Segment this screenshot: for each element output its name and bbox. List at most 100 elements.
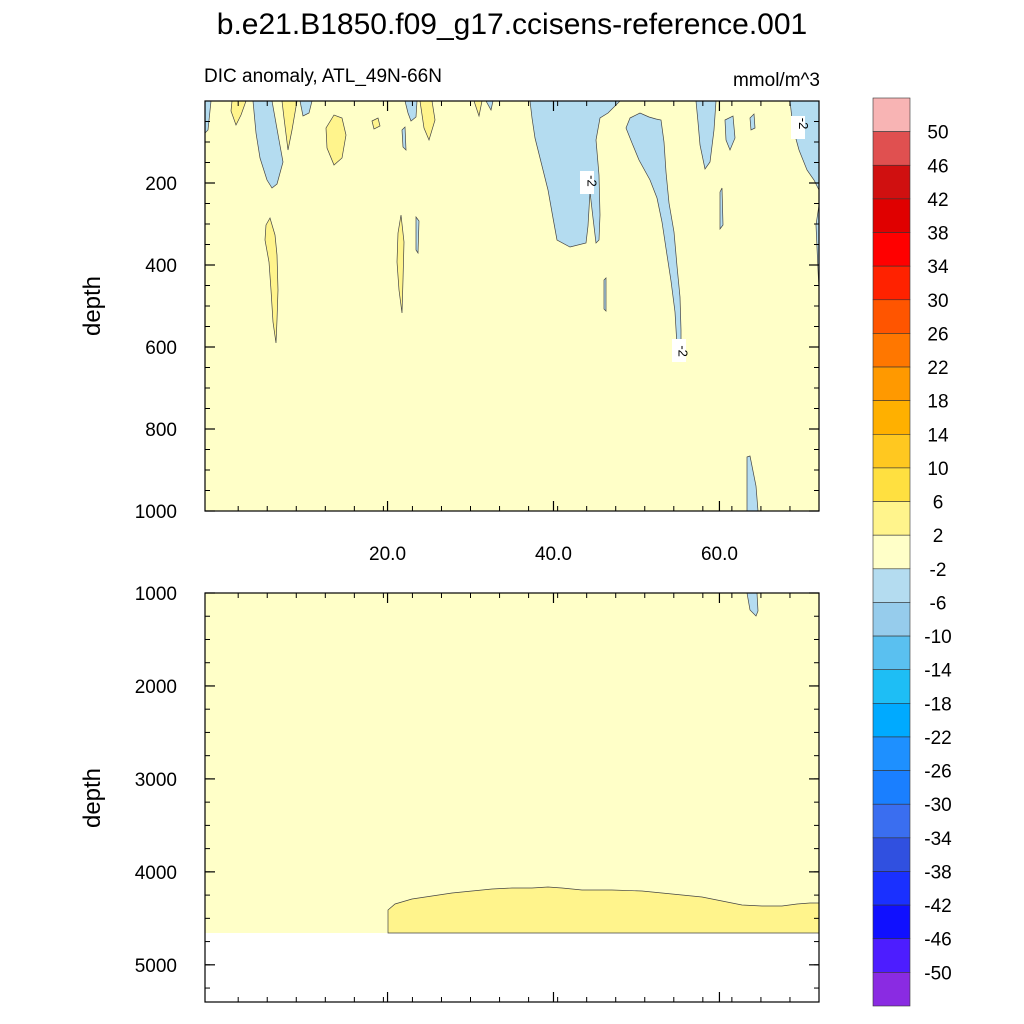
negative-patch (415, 215, 420, 255)
colorbar-swatch (872, 265, 911, 301)
negative-patch (719, 187, 724, 231)
colorbar-swatch (872, 232, 911, 267)
positive-patch (264, 217, 279, 344)
upper-panel: -2 -2 -2 200 400 600 800 1000 20.0 40.0 60.0 de… (79, 100, 820, 565)
y-tick-label: 1000 (135, 502, 177, 523)
lower-plot-frame (204, 592, 820, 1003)
y-tick-label: 200 (145, 174, 177, 195)
colorbar-swatch (872, 669, 911, 704)
colorbar-swatch (872, 198, 911, 233)
colorbar-label: 18 (927, 392, 948, 413)
colorbar-swatch (872, 299, 911, 334)
colorbar-swatch (872, 972, 911, 1007)
colorbar-label: -14 (924, 661, 952, 682)
negative-patch (695, 100, 717, 170)
upper-background-band (205, 101, 819, 511)
lower-positive-layer (387, 886, 820, 934)
positive-patch (325, 114, 347, 166)
colorbar-label: 30 (927, 291, 948, 312)
colorbar-label: -6 (930, 593, 947, 614)
lower-missing-data-area (206, 934, 818, 1002)
y-tick-label: 3000 (135, 770, 177, 791)
y-tick-label: 400 (145, 256, 177, 277)
colorbar-swatch (872, 333, 911, 368)
colorbar-label: 2 (933, 526, 944, 547)
colorbar-swatch (872, 534, 911, 570)
colorbar-swatch (872, 871, 911, 906)
colorbar-swatch (872, 938, 911, 973)
lower-background-band (205, 593, 819, 933)
colorbar-label: -22 (924, 728, 951, 749)
colorbar-label: -42 (924, 896, 951, 917)
contour-label-box (672, 339, 686, 362)
colorbar: 50 46 42 38 34 30 26 22 18 14 10 6 2 -2 -6 -10 -14 -18 -22… (872, 97, 952, 1007)
colorbar-swatch (872, 366, 911, 401)
positive-patch (396, 214, 405, 314)
colorbar-label: 22 (927, 358, 948, 379)
colorbar-label: 26 (927, 324, 948, 345)
lower-y-axis-label: depth (79, 768, 106, 828)
colorbar-label: -46 (924, 930, 951, 951)
chart-title: b.e21.B1850.f09_g17.ccisens-reference.00… (217, 8, 807, 41)
colorbar-swatch (872, 400, 911, 435)
upper-positive-patches (230, 100, 483, 344)
negative-patch (401, 126, 407, 151)
colorbar-swatch (872, 467, 911, 502)
x-tick-label: 40.0 (535, 544, 572, 565)
positive-patch (371, 117, 381, 130)
colorbar-swatch (872, 837, 911, 872)
contour-label: -2 (676, 345, 691, 357)
colorbar-label: -50 (924, 963, 951, 984)
y-tick-label: 800 (145, 420, 177, 441)
y-tick-label: 2000 (135, 677, 177, 698)
upper-tick-marks (205, 100, 819, 512)
upper-tick-labels: 200 400 600 800 1000 20.0 40.0 60.0 (135, 174, 738, 565)
colorbar-swatch (872, 568, 911, 603)
colorbar-label: -34 (924, 829, 952, 850)
negative-patch (749, 113, 756, 131)
colorbar-swatch (872, 433, 911, 469)
colorbar-label: 42 (927, 190, 948, 211)
contour-label-box (580, 171, 594, 194)
colorbar-swatch (872, 904, 911, 940)
colorbar-swatch (872, 97, 911, 132)
colorbar-label: -38 (924, 862, 951, 883)
colorbar-label: -26 (924, 762, 951, 783)
upper-y-axis-label: depth (79, 276, 106, 336)
colorbar-label: 38 (927, 224, 948, 245)
colorbar-swatch (872, 736, 911, 771)
colorbar-label: 34 (927, 257, 949, 278)
colorbar-label: 46 (927, 156, 948, 177)
colorbar-swatch (872, 703, 911, 738)
chart-subtitle-left: DIC anomaly, ATL_49N-66N (204, 66, 442, 87)
contour-label: -2 (796, 118, 811, 130)
colorbar-swatch (872, 131, 911, 166)
colorbar-label: 10 (927, 459, 948, 480)
chart-units: mmol/m^3 (733, 70, 820, 91)
colorbar-swatch (872, 602, 911, 637)
colorbar-swatch (872, 501, 911, 536)
x-tick-label: 60.0 (701, 544, 738, 565)
colorbar-swatch (872, 803, 911, 839)
colorbar-swatch (872, 164, 911, 200)
lower-panel: 1000 2000 3000 4000 5000 depth (79, 584, 820, 1003)
y-tick-label: 4000 (135, 863, 177, 884)
y-tick-label: 600 (145, 338, 177, 359)
colorbar-label: 50 (927, 123, 948, 144)
negative-patch (746, 455, 759, 512)
y-tick-label: 1000 (135, 584, 177, 605)
y-tick-label: 5000 (135, 956, 177, 977)
colorbar-label: -30 (924, 795, 951, 816)
colorbar-label: -2 (930, 560, 947, 581)
lower-tick-marks (205, 592, 819, 1002)
colorbar-swatch (872, 635, 911, 671)
colorbar-label: -18 (924, 694, 951, 715)
contour-label: -2 (584, 175, 599, 187)
colorbar-label: 6 (933, 493, 944, 514)
x-tick-label: 20.0 (369, 544, 406, 565)
colorbar-label: -10 (924, 627, 951, 648)
negative-patch (252, 100, 284, 189)
contour-label-box (791, 116, 805, 139)
colorbar-label: 14 (927, 425, 949, 446)
